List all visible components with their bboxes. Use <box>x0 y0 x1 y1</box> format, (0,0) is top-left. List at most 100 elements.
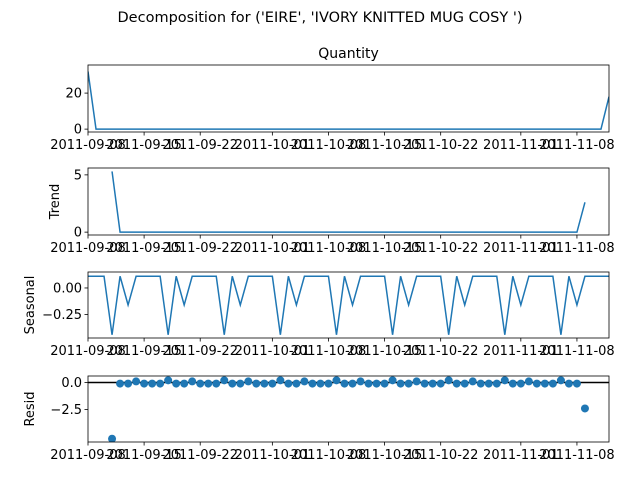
resid-point <box>556 376 565 385</box>
x-tick-label: 2011-09-08 <box>50 241 126 256</box>
x-tick-label: 2011-11-01 <box>483 448 559 463</box>
x-tick-label: 2011-10-15 <box>347 448 423 463</box>
x-tick-label: 2011-10-15 <box>347 241 423 256</box>
x-tick-label: 2011-11-01 <box>483 138 559 153</box>
resid-point <box>468 377 477 386</box>
resid-point <box>332 376 341 385</box>
resid-point <box>452 379 461 388</box>
y-tick-label: 0.00 <box>53 281 82 296</box>
x-tick-label: 2011-09-08 <box>50 138 126 153</box>
resid-point <box>308 379 317 388</box>
x-tick-label: 2011-09-22 <box>162 344 238 359</box>
resid-point <box>140 379 149 388</box>
resid-point <box>372 379 381 388</box>
y-tick-label: 0 <box>74 123 82 138</box>
resid-point <box>252 379 261 388</box>
resid-point <box>388 376 397 385</box>
resid-point <box>292 379 301 388</box>
x-tick-label: 2011-09-08 <box>50 448 126 463</box>
axes-frame <box>87 64 610 133</box>
y-tick-label: 0.0 <box>61 376 82 391</box>
resid-point <box>244 377 253 386</box>
x-tick-label: 2011-10-01 <box>235 448 311 463</box>
axes-frame <box>87 167 610 236</box>
resid-point <box>268 379 277 388</box>
resid-point <box>316 379 325 388</box>
resid-point <box>228 379 237 388</box>
resid-point <box>236 379 245 388</box>
panel-title: Quantity <box>318 46 379 62</box>
resid-point <box>284 379 293 388</box>
resid-point <box>444 376 453 385</box>
x-tick-label: 2011-11-08 <box>539 138 615 153</box>
resid-point <box>580 404 589 413</box>
series-line <box>88 71 609 130</box>
resid-point <box>324 379 333 388</box>
resid-point <box>220 376 229 385</box>
resid-point <box>116 379 125 388</box>
plot-area <box>88 71 609 130</box>
x-tick-label: 2011-11-08 <box>539 241 615 256</box>
resid-point <box>164 376 173 385</box>
resid-point <box>436 379 445 388</box>
y-axis-label: Resid <box>23 391 38 426</box>
series-line <box>88 275 609 335</box>
resid-point <box>476 379 485 388</box>
x-tick-label: 2011-09-22 <box>162 138 238 153</box>
resid-point <box>108 434 117 442</box>
x-tick-label: 2011-10-01 <box>235 344 311 359</box>
y-tick-label: −2.5 <box>50 403 82 418</box>
resid-point <box>260 379 269 388</box>
resid-point <box>148 379 157 388</box>
x-tick-label: 2011-10-01 <box>235 138 311 153</box>
x-tick-label: 2011-09-22 <box>162 241 238 256</box>
x-tick-label: 2011-10-22 <box>403 448 479 463</box>
resid-point <box>460 379 469 388</box>
plot-area <box>111 171 586 233</box>
x-tick-label: 2011-09-15 <box>106 138 182 153</box>
seasonal-panel: 0.00−0.252011-09-082011-09-152011-09-222… <box>23 271 615 359</box>
resid-point <box>364 379 373 388</box>
figure-suptitle: Decomposition for ('EIRE', 'IVORY KNITTE… <box>118 10 523 26</box>
x-tick-label: 2011-10-15 <box>347 344 423 359</box>
x-tick-label: 2011-10-22 <box>403 138 479 153</box>
resid-point <box>428 379 437 388</box>
axes-frame <box>87 271 610 339</box>
trend-panel: 052011-09-082011-09-152011-09-222011-10-… <box>48 167 615 256</box>
resid-point <box>132 377 141 386</box>
resid-point <box>492 379 501 388</box>
resid-point <box>180 379 189 388</box>
resid-panel: 0.0−2.52011-09-082011-09-152011-09-22201… <box>23 375 615 463</box>
y-tick-label: 5 <box>74 168 82 183</box>
x-tick-label: 2011-10-22 <box>403 344 479 359</box>
resid-point <box>356 377 365 386</box>
resid-point <box>412 377 421 386</box>
x-tick-label: 2011-09-08 <box>50 344 126 359</box>
plot-area <box>88 376 609 442</box>
x-tick-label: 2011-11-01 <box>483 241 559 256</box>
resid-point <box>196 379 205 388</box>
x-tick-label: 2011-09-15 <box>106 241 182 256</box>
resid-point <box>516 379 525 388</box>
resid-point <box>508 379 517 388</box>
resid-point <box>404 379 413 388</box>
y-tick-label: −0.25 <box>42 308 82 323</box>
resid-point <box>484 379 493 388</box>
x-tick-label: 2011-10-01 <box>235 241 311 256</box>
x-tick-label: 2011-10-08 <box>291 138 367 153</box>
resid-point <box>204 379 213 388</box>
resid-point <box>420 379 429 388</box>
resid-point <box>172 379 181 388</box>
x-tick-label: 2011-11-08 <box>539 344 615 359</box>
resid-point <box>300 377 309 386</box>
resid-point <box>340 379 349 388</box>
x-tick-label: 2011-10-08 <box>291 448 367 463</box>
resid-point <box>212 379 221 388</box>
resid-point <box>124 379 133 388</box>
resid-point <box>348 379 357 388</box>
x-tick-label: 2011-11-08 <box>539 448 615 463</box>
resid-point <box>188 377 197 386</box>
resid-point <box>380 379 389 388</box>
resid-point <box>500 376 509 385</box>
